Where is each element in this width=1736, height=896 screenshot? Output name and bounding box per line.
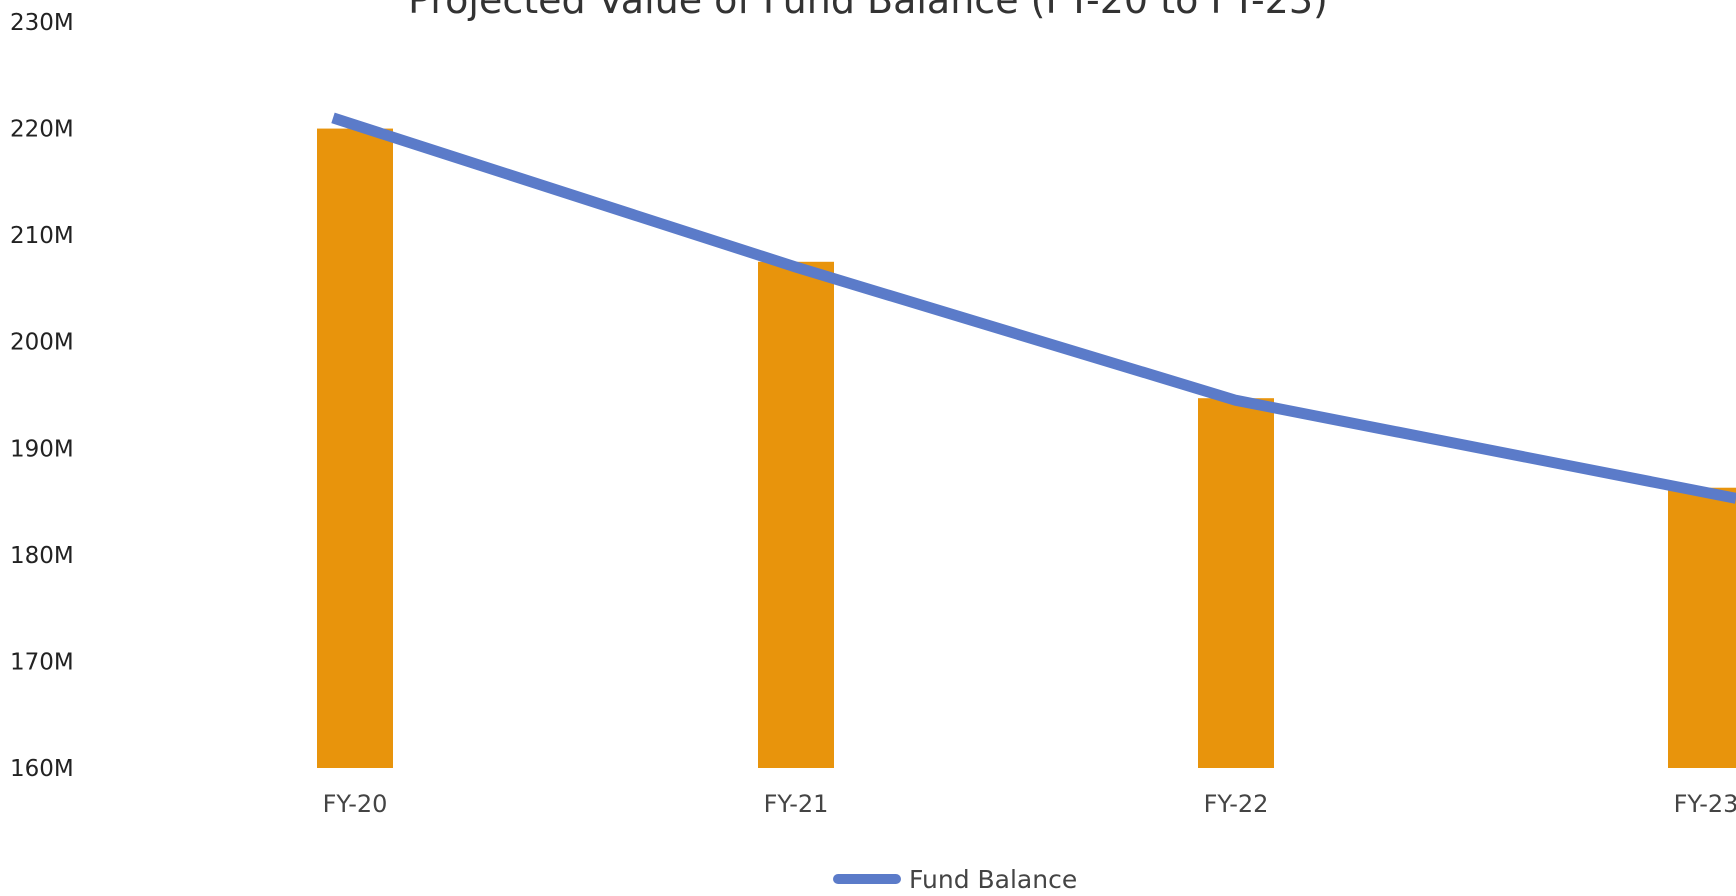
chart-title: Projected Value of Fund Balance (FY-20 t…	[408, 0, 1328, 22]
bar-fy-20	[317, 128, 393, 769]
y-tick-label: 220M	[10, 117, 74, 143]
x-tick-label: FY-20	[323, 790, 388, 818]
x-tick-label: FY-23	[1674, 790, 1736, 818]
x-tick-label: FY-22	[1204, 790, 1269, 818]
x-axis: FY-20 FY-21 FY-22 FY-23	[323, 790, 1736, 818]
y-tick-label: 210M	[10, 223, 74, 249]
x-tick-label: FY-21	[764, 790, 829, 818]
y-tick-label: 170M	[10, 649, 74, 675]
y-axis: 160M 170M 180M 190M 200M 210M 220M 230M	[10, 10, 74, 782]
bar-fy-23	[1668, 487, 1736, 768]
bar-series	[317, 128, 1736, 769]
bar-fy-22	[1198, 398, 1274, 768]
fund-balance-line	[331, 112, 1736, 504]
legend-swatch-fund-balance	[833, 874, 901, 884]
y-tick-label: 190M	[10, 436, 74, 462]
bar-fy-21	[758, 261, 834, 768]
legend-label-fund-balance: Fund Balance	[909, 864, 1078, 894]
y-tick-label: 230M	[10, 10, 74, 36]
legend: Fund Balance	[833, 864, 1077, 894]
y-tick-label: 180M	[10, 543, 74, 569]
y-tick-label: 160M	[10, 756, 74, 782]
line-series	[331, 112, 1736, 504]
y-tick-label: 200M	[10, 330, 74, 356]
